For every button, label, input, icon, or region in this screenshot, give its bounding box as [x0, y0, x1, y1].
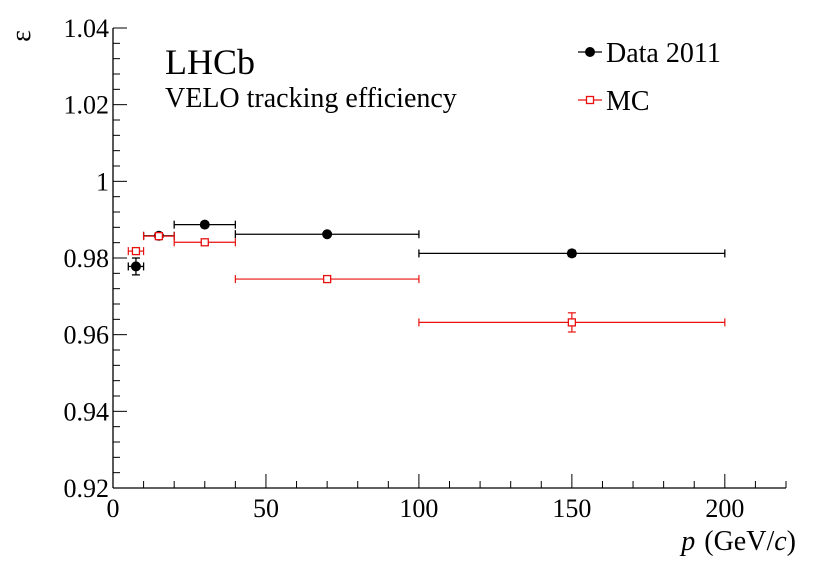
x-axis-ticks: 0 50 100 150 200	[107, 474, 787, 523]
y-tick-label: 1	[96, 167, 109, 196]
data-point	[173, 219, 237, 230]
x-tick-label: 150	[552, 494, 591, 523]
y-tick-label: 0.98	[64, 244, 110, 273]
legend-label: MC	[606, 86, 650, 117]
x-axis-label-units-italic: c	[774, 526, 787, 557]
chart-title: LHCb	[165, 42, 255, 82]
data-point	[418, 248, 726, 259]
y-tick-label: 1.04	[64, 14, 110, 43]
legend-marker-filled-circle	[585, 47, 595, 57]
x-axis-label-units: (GeV/	[704, 526, 774, 557]
y-axis-ticks: 0.92 0.94 0.96 0.98 1 1.02 1.04	[64, 14, 127, 503]
series-mc	[127, 231, 726, 333]
y-tick-label: 0.92	[64, 474, 110, 503]
y-tick-label: 0.94	[64, 397, 110, 426]
y-tick-label: 0.96	[64, 321, 110, 350]
legend-entry: MC	[578, 86, 650, 117]
data-series-layer	[127, 219, 726, 333]
legend-label: Data 2011	[606, 38, 721, 69]
x-axis-label: p (GeV/c)	[679, 526, 796, 557]
data-point	[234, 229, 420, 240]
data-point	[234, 274, 420, 284]
x-tick-label: 200	[705, 494, 744, 523]
marker-open-square	[322, 274, 332, 284]
data-point	[142, 231, 175, 241]
x-axis-label-variable: p	[679, 526, 695, 557]
legend: Data 2011 MC	[578, 38, 721, 117]
x-tick-label: 100	[399, 494, 438, 523]
legend-marker-open-square	[585, 95, 595, 105]
marker-open-square	[154, 231, 164, 241]
x-tick-label: 0	[107, 494, 120, 523]
marker-filled-circle	[322, 229, 333, 240]
y-tick-label: 1.02	[64, 91, 110, 120]
data-point	[418, 312, 726, 333]
legend-entry: Data 2011	[578, 38, 721, 69]
marker-open-square	[567, 318, 577, 327]
x-axis-label-units-close: )	[787, 526, 796, 557]
chart-subtitle: VELO tracking efficiency	[165, 83, 457, 114]
x-tick-label: 50	[253, 494, 279, 523]
marker-filled-circle	[130, 261, 141, 272]
data-point	[173, 238, 236, 247]
data-point	[127, 257, 145, 276]
marker-filled-circle	[566, 248, 577, 259]
data-point	[127, 246, 145, 256]
marker-open-square	[131, 246, 141, 256]
y-axis-label: ε	[6, 30, 37, 42]
marker-open-square	[200, 238, 209, 247]
marker-filled-circle	[199, 219, 210, 230]
